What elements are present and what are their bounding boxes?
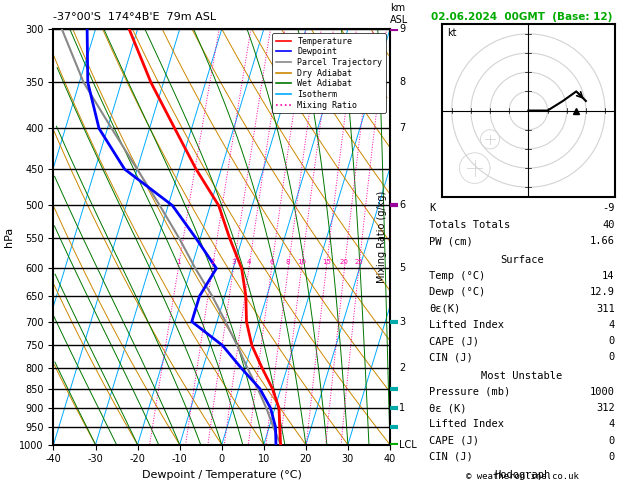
- Text: Lifted Index: Lifted Index: [430, 320, 504, 330]
- Text: 6: 6: [399, 200, 406, 210]
- Text: 3: 3: [231, 259, 236, 265]
- Text: 40: 40: [602, 220, 615, 229]
- Text: 5: 5: [399, 263, 406, 274]
- Text: 10: 10: [297, 259, 306, 265]
- Text: 15: 15: [322, 259, 331, 265]
- Text: LCL: LCL: [399, 440, 417, 450]
- Text: 1: 1: [176, 259, 181, 265]
- Text: 4: 4: [608, 320, 615, 330]
- Text: 1.66: 1.66: [589, 236, 615, 246]
- Text: 7: 7: [399, 123, 406, 134]
- Legend: Temperature, Dewpoint, Parcel Trajectory, Dry Adiabat, Wet Adiabat, Isotherm, Mi: Temperature, Dewpoint, Parcel Trajectory…: [272, 34, 386, 113]
- Text: km
ASL: km ASL: [390, 3, 408, 25]
- Text: 8: 8: [399, 77, 406, 87]
- Text: CIN (J): CIN (J): [430, 452, 473, 462]
- Text: 12.9: 12.9: [589, 287, 615, 297]
- Text: Lifted Index: Lifted Index: [430, 419, 504, 430]
- Text: PW (cm): PW (cm): [430, 236, 473, 246]
- Text: 9: 9: [399, 24, 406, 34]
- Text: Dewp (°C): Dewp (°C): [430, 287, 486, 297]
- Text: CAPE (J): CAPE (J): [430, 336, 479, 346]
- Text: 2: 2: [210, 259, 214, 265]
- Text: 3: 3: [399, 316, 406, 327]
- Text: 14: 14: [602, 271, 615, 281]
- Text: Pressure (mb): Pressure (mb): [430, 387, 511, 397]
- Text: K: K: [430, 203, 436, 213]
- Text: 4: 4: [608, 419, 615, 430]
- Text: -9: -9: [602, 203, 615, 213]
- Text: 311: 311: [596, 304, 615, 313]
- Text: 0: 0: [608, 435, 615, 446]
- Text: kt: kt: [447, 28, 457, 38]
- Text: 8: 8: [286, 259, 291, 265]
- Text: 312: 312: [596, 403, 615, 413]
- Text: CAPE (J): CAPE (J): [430, 435, 479, 446]
- Text: Most Unstable: Most Unstable: [481, 370, 563, 381]
- Text: 1: 1: [399, 403, 406, 413]
- Text: © weatheronline.co.uk: © weatheronline.co.uk: [465, 472, 579, 481]
- Text: Surface: Surface: [500, 255, 544, 265]
- Text: Temp (°C): Temp (°C): [430, 271, 486, 281]
- Text: 0: 0: [608, 452, 615, 462]
- Text: Totals Totals: Totals Totals: [430, 220, 511, 229]
- Text: 20: 20: [340, 259, 349, 265]
- Text: 6: 6: [269, 259, 274, 265]
- Text: 02.06.2024  00GMT  (Base: 12): 02.06.2024 00GMT (Base: 12): [431, 12, 613, 22]
- Text: 2: 2: [399, 363, 406, 373]
- Text: 4: 4: [247, 259, 251, 265]
- Text: 1000: 1000: [589, 387, 615, 397]
- Text: Mixing Ratio (g/kg): Mixing Ratio (g/kg): [377, 191, 387, 283]
- X-axis label: Dewpoint / Temperature (°C): Dewpoint / Temperature (°C): [142, 470, 302, 480]
- Text: 0: 0: [608, 352, 615, 363]
- Text: θε (K): θε (K): [430, 403, 467, 413]
- Text: θε(K): θε(K): [430, 304, 460, 313]
- Y-axis label: hPa: hPa: [4, 227, 14, 247]
- Text: Hodograph: Hodograph: [494, 470, 550, 480]
- Text: -37°00'S  174°4B'E  79m ASL: -37°00'S 174°4B'E 79m ASL: [53, 12, 216, 22]
- Text: CIN (J): CIN (J): [430, 352, 473, 363]
- Text: 0: 0: [608, 336, 615, 346]
- Text: 25: 25: [355, 259, 363, 265]
